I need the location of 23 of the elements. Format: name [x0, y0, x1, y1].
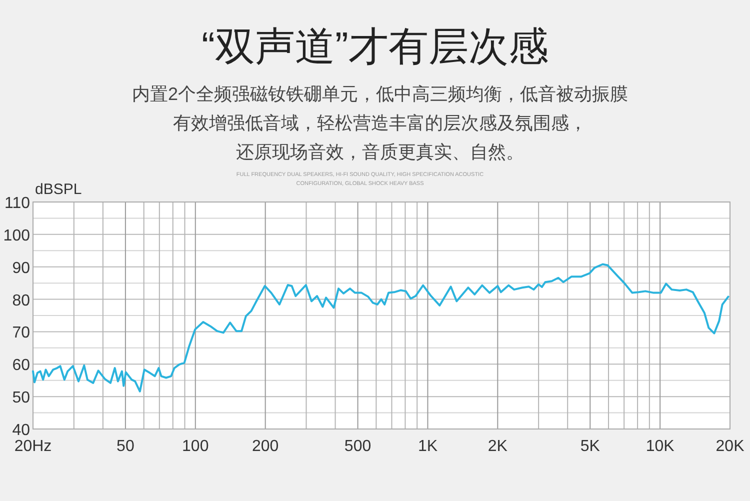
x-tick-label: 20Hz: [14, 438, 52, 455]
y-tick-label: 40: [12, 422, 30, 439]
y-tick-label: 60: [12, 357, 30, 374]
x-tick-label: 500: [344, 438, 372, 455]
y-tick-label: 50: [12, 390, 30, 407]
x-tick-label: 1K: [418, 438, 438, 455]
x-tick-label: 200: [252, 438, 279, 455]
text: 有效增强低音域，轻松营造丰富的层次感及氛围感，: [173, 113, 587, 133]
x-tick-label: 100: [182, 438, 209, 455]
y-tick-label: 100: [3, 227, 30, 244]
x-tick-label: 2K: [488, 438, 508, 455]
x-tick-label: 10K: [646, 438, 675, 455]
text: 还原现场音效，音质更真实、自然。: [236, 142, 524, 162]
x-tick-label: 20K: [716, 438, 745, 455]
y-tick-label: 70: [12, 324, 30, 342]
x-tick-label: 50: [116, 438, 134, 455]
y-tick-label: 90: [12, 260, 30, 277]
y-tick-label: 110: [4, 195, 30, 212]
chart-subtitle: 内置2个全频强磁钕铁硼单元，低中高三频均衡，低音被动振膜: [132, 84, 628, 104]
y-axis-title: dBSPL: [35, 181, 82, 198]
chart-title: “双声道”才有层次感: [202, 25, 548, 69]
y-tick-label: 80: [12, 292, 30, 310]
x-tick-label: 5K: [580, 438, 600, 455]
